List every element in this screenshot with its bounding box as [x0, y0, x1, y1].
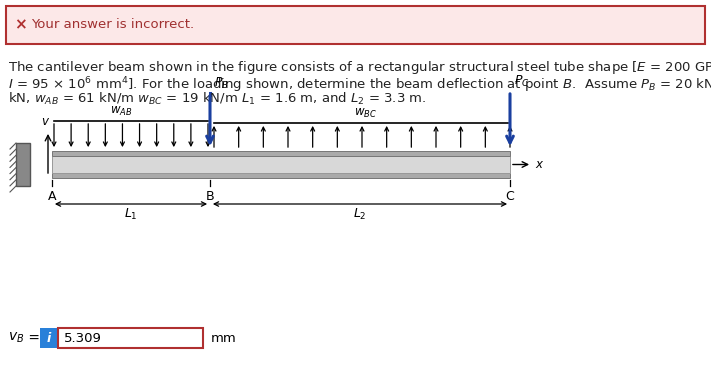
Text: $v$: $v$ — [41, 115, 50, 128]
Bar — [58, 328, 203, 348]
Bar — [52, 151, 510, 156]
FancyBboxPatch shape — [6, 6, 705, 44]
Bar — [52, 156, 510, 173]
Text: $L_2$: $L_2$ — [353, 207, 367, 222]
Text: $w_{BC}$: $w_{BC}$ — [353, 107, 377, 120]
Text: B: B — [205, 190, 214, 203]
Text: $v_B$: $v_B$ — [8, 331, 24, 345]
Text: i: i — [47, 332, 51, 344]
Text: mm: mm — [211, 332, 237, 344]
Text: $w_{AB}$: $w_{AB}$ — [109, 105, 132, 118]
Text: $I$ = 95 $\times$ 10$^6$ mm$^4$]. For the loading shown, determine the beam defl: $I$ = 95 $\times$ 10$^6$ mm$^4$]. For th… — [8, 75, 711, 94]
Text: kN, $w_{AB}$ = 61 kN/m $w_{BC}$ = 19 kN/m $L_1$ = 1.6 m, and $L_2$ = 3.3 m.: kN, $w_{AB}$ = 61 kN/m $w_{BC}$ = 19 kN/… — [8, 91, 427, 107]
Text: $x$: $x$ — [535, 158, 545, 171]
Text: $L_1$: $L_1$ — [124, 207, 138, 222]
Bar — [40, 328, 58, 348]
Bar — [16, 143, 30, 186]
Text: $P_B$: $P_B$ — [214, 76, 229, 91]
Text: =: = — [24, 331, 40, 345]
Text: A: A — [48, 190, 56, 203]
Text: The cantilever beam shown in the figure consists of a rectangular structural ste: The cantilever beam shown in the figure … — [8, 59, 711, 76]
Text: $P_C$: $P_C$ — [514, 74, 530, 89]
Text: Your answer is incorrect.: Your answer is incorrect. — [31, 19, 194, 31]
Bar — [52, 173, 510, 178]
Text: 5.309: 5.309 — [64, 332, 102, 344]
Text: C: C — [506, 190, 514, 203]
Text: ×: × — [14, 18, 26, 33]
